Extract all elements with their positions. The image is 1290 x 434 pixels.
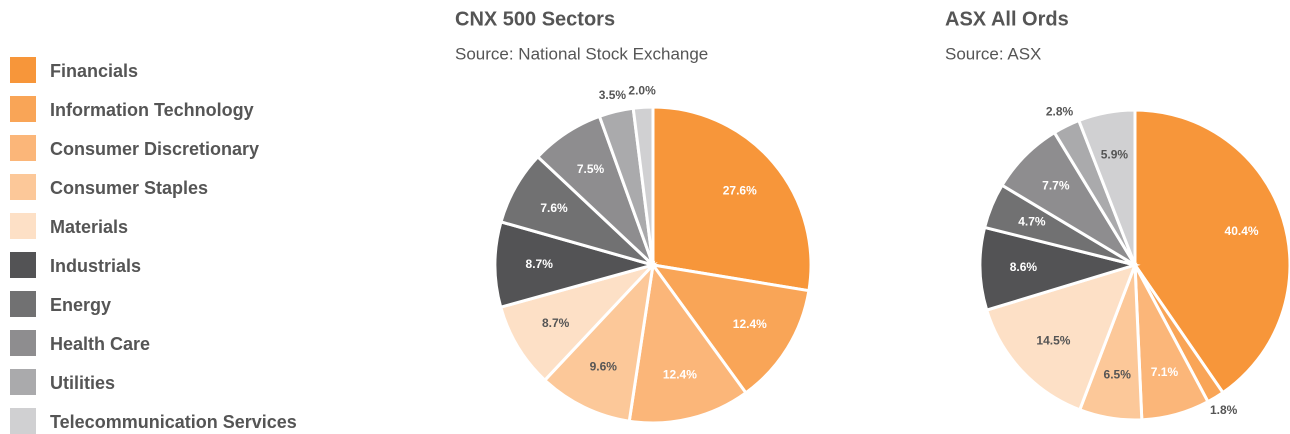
pie-slice <box>651 105 813 293</box>
data-label: 5.9% <box>1101 147 1129 161</box>
data-label: 40.4% <box>1225 224 1259 238</box>
data-label: 27.6% <box>723 184 757 198</box>
data-label: 2.0% <box>628 84 656 98</box>
legend-label: Energy <box>50 295 111 315</box>
data-label: 7.1% <box>1151 365 1179 379</box>
legend-swatch <box>10 57 36 83</box>
data-label: 3.5% <box>599 88 627 102</box>
legend-swatch <box>10 135 36 161</box>
pie-slice <box>542 260 656 423</box>
pie-slice <box>631 105 655 266</box>
data-label: 2.8% <box>1046 104 1074 118</box>
data-label: 8.6% <box>1010 260 1038 274</box>
legend-swatch <box>10 252 36 278</box>
pie-slice <box>627 261 748 425</box>
legend-label: Health Care <box>50 334 150 354</box>
legend-swatch <box>10 213 36 239</box>
data-label: 9.6% <box>590 359 618 373</box>
data-label: 4.7% <box>1018 214 1046 228</box>
legend-label: Consumer Staples <box>50 178 208 198</box>
pie-slice <box>1076 108 1137 266</box>
data-label: 7.6% <box>540 201 568 215</box>
chart-title: CNX 500 Sectors <box>455 8 615 30</box>
legend-swatch <box>10 96 36 122</box>
data-label: 8.7% <box>542 316 570 330</box>
legend-swatch <box>10 174 36 200</box>
legend-label: Materials <box>50 217 128 237</box>
pie-slice <box>984 262 1138 412</box>
legend-swatch <box>10 408 36 434</box>
legend-label: Consumer Discretionary <box>50 139 259 159</box>
data-label: 7.5% <box>577 162 605 176</box>
pie-slice <box>978 225 1141 312</box>
data-label: 14.5% <box>1036 333 1070 347</box>
pie-slice <box>649 262 811 395</box>
data-label: 6.5% <box>1104 367 1132 381</box>
pie-slice <box>498 262 658 383</box>
legend-label: Utilities <box>50 373 115 393</box>
data-label: 8.7% <box>526 257 554 271</box>
pie-slice <box>493 220 659 310</box>
chart-subtitle: Source: National Stock Exchange <box>455 44 708 63</box>
data-label: 12.4% <box>733 317 767 331</box>
chart-subtitle: Source: ASX <box>945 44 1041 63</box>
legend-label: Telecommunication Services <box>50 412 297 432</box>
data-label: 1.8% <box>1210 403 1238 417</box>
data-label: 7.7% <box>1042 179 1070 193</box>
legend-label: Industrials <box>50 256 141 276</box>
legend-swatch <box>10 369 36 395</box>
legend-swatch <box>10 330 36 356</box>
legend-label: Information Technology <box>50 100 254 120</box>
pie-slice <box>1133 108 1290 395</box>
legend-swatch <box>10 291 36 317</box>
data-label: 12.4% <box>663 368 697 382</box>
chart-title: ASX All Ords <box>945 8 1069 30</box>
legend-label: Financials <box>50 61 138 81</box>
